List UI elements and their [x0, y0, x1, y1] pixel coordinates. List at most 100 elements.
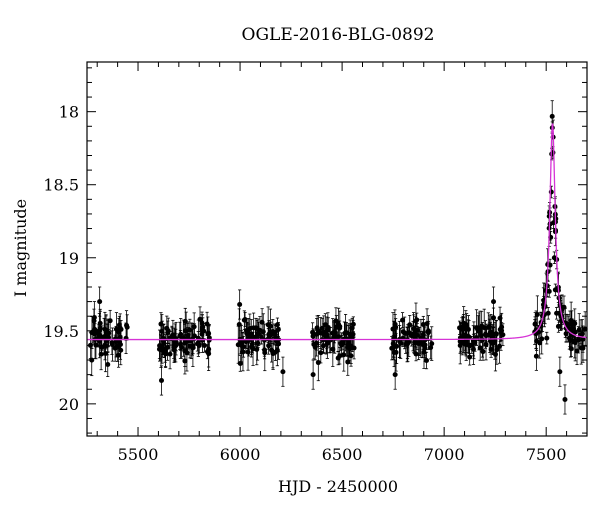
data-marker — [246, 331, 252, 337]
data-marker — [167, 351, 173, 357]
data-marker — [547, 262, 553, 268]
data-marker — [554, 310, 560, 316]
data-marker — [320, 343, 326, 349]
data-point — [204, 311, 210, 337]
data-point — [417, 326, 423, 356]
data-point — [98, 338, 104, 371]
data-point — [346, 325, 352, 364]
data-marker — [551, 220, 557, 226]
data-marker — [544, 335, 550, 341]
data-marker — [562, 396, 568, 402]
data-marker — [466, 343, 472, 349]
data-marker — [534, 338, 540, 344]
data-point — [552, 283, 558, 297]
data-point — [567, 310, 573, 348]
data-marker — [488, 329, 494, 335]
data-marker — [87, 342, 93, 348]
data-marker — [206, 346, 212, 352]
data-marker — [265, 336, 271, 342]
data-marker — [568, 346, 574, 352]
data-marker — [479, 337, 485, 343]
data-marker — [561, 304, 567, 310]
data-point — [557, 356, 563, 387]
data-marker — [534, 312, 540, 318]
data-marker — [314, 325, 320, 331]
data-point — [572, 308, 578, 339]
data-point — [255, 326, 261, 361]
data-marker — [402, 330, 408, 336]
data-point — [397, 325, 403, 358]
data-point — [242, 311, 248, 328]
data-marker — [350, 331, 356, 337]
x-axis-label: HJD - 2450000 — [278, 477, 398, 496]
data-point — [348, 344, 354, 367]
data-point — [159, 336, 165, 364]
data-marker — [204, 321, 210, 327]
data-marker — [481, 325, 487, 331]
data-marker — [237, 302, 243, 308]
data-marker — [420, 331, 426, 337]
data-marker — [199, 337, 205, 343]
data-marker — [484, 332, 490, 338]
data-marker — [390, 341, 396, 347]
data-marker — [579, 331, 585, 337]
data-marker — [407, 322, 413, 328]
data-point — [311, 329, 317, 360]
data-marker — [336, 321, 342, 327]
data-marker — [107, 318, 113, 324]
data-marker — [96, 334, 102, 340]
data-points — [87, 100, 588, 415]
data-marker — [428, 344, 434, 350]
data-marker — [397, 338, 403, 344]
data-marker — [548, 189, 554, 195]
chart-title: OGLE-2016-BLG-0892 — [242, 25, 435, 45]
data-marker — [322, 322, 328, 328]
data-point — [497, 317, 503, 342]
data-marker — [199, 320, 205, 326]
data-marker — [465, 326, 471, 332]
data-point — [106, 329, 112, 346]
data-point — [562, 384, 568, 415]
data-marker — [252, 334, 258, 340]
data-point — [394, 328, 400, 364]
data-marker — [274, 322, 280, 328]
data-marker — [405, 340, 411, 346]
data-point — [319, 317, 325, 339]
data-point — [476, 312, 482, 351]
data-marker — [311, 341, 317, 347]
data-marker — [97, 320, 103, 326]
data-marker — [344, 330, 350, 336]
x-tick-label: 7500 — [526, 445, 567, 464]
x-tick-label: 6000 — [220, 445, 261, 464]
data-marker — [97, 299, 103, 305]
data-marker — [274, 347, 280, 353]
axis-tick-labels: 5500 6000 6500 7000 7500 18 18.5 19 19.5 20 — [43, 103, 566, 464]
data-marker — [392, 372, 398, 378]
data-marker — [346, 341, 352, 347]
data-point — [199, 311, 205, 335]
data-marker — [490, 340, 496, 346]
data-marker — [341, 352, 347, 358]
data-marker — [159, 347, 165, 353]
data-marker — [420, 321, 426, 327]
data-point — [579, 319, 585, 349]
data-marker — [270, 328, 276, 334]
data-point — [191, 323, 197, 349]
data-point — [105, 352, 111, 377]
data-point — [493, 320, 499, 347]
data-point — [484, 323, 490, 347]
data-point — [206, 330, 212, 368]
data-marker — [109, 340, 115, 346]
data-marker — [238, 339, 244, 345]
data-marker — [546, 288, 552, 294]
data-point — [310, 359, 316, 390]
data-marker — [412, 332, 418, 338]
data-point — [274, 317, 280, 332]
data-marker — [565, 321, 571, 327]
data-point — [548, 185, 554, 199]
y-axis-label: I magnitude — [11, 199, 30, 297]
y-tick-label: 19.5 — [43, 322, 79, 341]
data-marker — [117, 342, 123, 348]
data-marker — [105, 362, 111, 368]
